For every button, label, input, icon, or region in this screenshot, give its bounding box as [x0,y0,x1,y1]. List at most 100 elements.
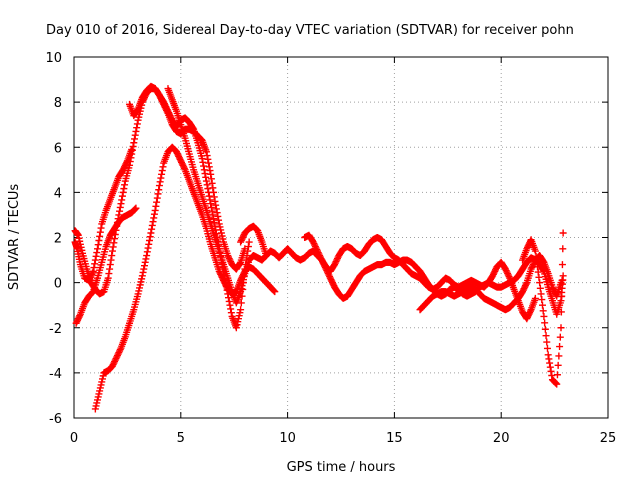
data-point [104,274,112,282]
data-point [226,301,234,309]
data-point [227,309,235,317]
data-point [92,252,100,260]
data-point [245,238,253,246]
data-point [210,215,218,223]
data-point [271,288,279,296]
data-point [141,258,149,266]
data-point [559,245,567,253]
data-point [107,256,115,264]
data-point [159,163,167,171]
series-track-a [71,146,136,284]
data-point [553,380,561,388]
data-point [205,159,213,167]
data-point [154,190,162,198]
data-point [532,252,540,260]
data-point [198,155,206,163]
data-point [557,324,565,332]
y-tick-label: 0 [54,277,62,292]
data-point [138,272,146,280]
data-point [93,245,101,253]
data-point [201,170,209,178]
data-point [541,325,549,333]
data-point [120,185,128,193]
x-tick-label: 25 [600,431,617,446]
data-point [558,276,566,284]
data-point [116,346,124,354]
data-point [96,232,104,240]
data-point [212,201,220,209]
data-point [116,203,124,211]
data-point [547,367,555,375]
data-point [214,212,222,220]
data-point [140,265,148,273]
data-point [153,194,161,202]
data-point [139,268,147,276]
data-point [200,162,208,170]
y-tick-label: -4 [49,367,62,382]
data-point [237,306,245,314]
data-point [149,218,157,226]
y-tick-label: -2 [49,322,62,337]
data-point [118,196,126,204]
data-point [128,150,136,158]
data-point [538,296,546,304]
data-point [146,233,154,241]
data-point [241,245,249,253]
data-point [115,211,123,219]
data-point [544,351,552,359]
data-point [538,301,546,309]
data-point [203,181,211,189]
data-point [140,262,148,270]
y-tick-label: 10 [45,51,62,66]
data-point [126,161,134,169]
axis-ticks [73,56,609,419]
data-point [536,284,544,292]
chart-title: Day 010 of 2016, Sidereal Day-to-day VTE… [46,23,574,38]
data-point [227,305,235,313]
tick-labels: 0 5 10 15 20 25 -6 -4 -2 0 2 4 6 8 10 [45,51,616,446]
data-point [147,229,155,237]
data-point [148,225,156,233]
data-point [207,175,215,183]
data-point [208,207,216,215]
data-point [213,209,221,217]
data-point [96,228,104,236]
data-point [126,158,134,166]
data-point [206,196,214,204]
x-tick-label: 20 [493,431,510,446]
data-point [551,379,559,387]
data-point [210,188,218,196]
data-point [537,290,545,298]
data-point [556,343,564,351]
data-point [208,179,216,187]
data-point [209,184,217,192]
data-point [142,255,150,263]
y-tick-label: 2 [54,232,62,247]
data-point [522,280,530,288]
data-point [555,352,563,360]
data-point [533,258,541,266]
data-point [150,214,158,222]
data-point [152,202,160,210]
data-point [116,207,124,215]
data-point [546,359,554,367]
data-point [505,273,513,281]
data-point [225,297,233,305]
data-point [205,163,213,171]
data-point [128,146,136,154]
data-point [207,200,215,208]
data-point [121,181,129,189]
data-point [129,142,137,150]
data-point [150,210,158,218]
data-point [215,216,223,224]
data-point [531,294,539,302]
data-point [133,120,141,128]
data-point [110,239,118,247]
series-track-d [91,143,279,413]
data-point [106,265,114,273]
data-point [156,178,164,186]
data-point [535,273,543,281]
data-point [546,363,554,371]
data-point [541,319,549,327]
data-point [91,260,99,268]
